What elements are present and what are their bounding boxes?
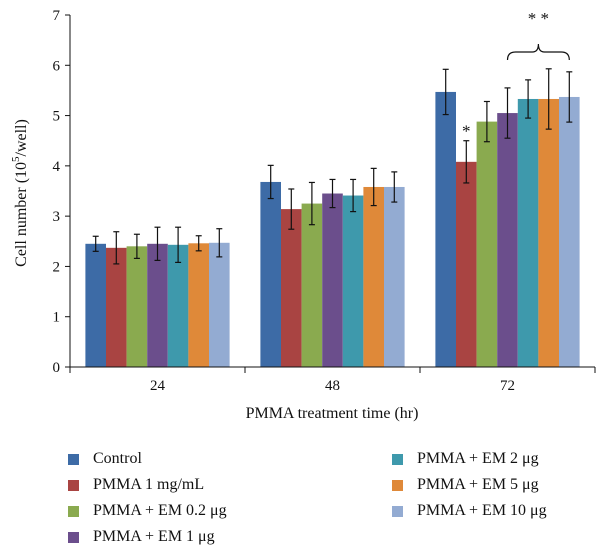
legend-label: PMMA + EM 10 μg <box>417 502 547 519</box>
legend-item-em-1: PMMA + EM 1 μg <box>68 528 215 546</box>
legend-item-pmma-1mg: PMMA 1 mg/mL <box>68 476 204 494</box>
bar <box>260 181 281 367</box>
bar <box>209 242 230 367</box>
y-axis-title: Cell number (105/well) <box>10 119 30 267</box>
y-tick-label: 6 <box>53 58 61 74</box>
x-axis-title: PMMA treatment time (hr) <box>246 405 419 422</box>
legend-label: PMMA + EM 1 μg <box>93 528 215 545</box>
bar <box>476 121 498 367</box>
bar <box>435 91 456 368</box>
y-tick-label: 1 <box>53 310 61 326</box>
y-tick-label: 5 <box>53 109 61 125</box>
y-ticks: 0 1 2 3 4 5 6 7 <box>53 8 70 376</box>
bar <box>384 186 405 367</box>
bar <box>301 203 323 367</box>
y-axis-title-main: Cell number (10 <box>13 162 30 267</box>
legend-label: PMMA + EM 0.2 μg <box>93 502 227 519</box>
x-tick-label: 48 <box>325 378 340 394</box>
bar <box>106 247 127 367</box>
y-tick-label: 7 <box>53 8 61 24</box>
y-axis-title-superscript: 5 <box>10 156 22 162</box>
x-tick-label: 72 <box>500 378 515 394</box>
bar <box>322 193 343 367</box>
legend-swatch <box>392 453 403 465</box>
legend-swatch <box>68 531 79 543</box>
legend-label: PMMA + EM 2 μg <box>417 450 539 467</box>
y-tick-label: 4 <box>53 159 61 175</box>
y-tick-label: 0 <box>53 360 61 376</box>
legend-item-em-0-2: PMMA + EM 0.2 μg <box>68 502 227 520</box>
legend-swatch <box>68 479 79 491</box>
significance-annotations: * * * <box>462 9 570 141</box>
legend-label: Control <box>93 450 142 467</box>
bar <box>281 209 302 367</box>
bar <box>456 161 477 367</box>
legend-item-em-10: PMMA + EM 10 μg <box>392 502 547 520</box>
legend-swatch <box>68 505 79 517</box>
legend-item-em-5: PMMA + EM 5 μg <box>392 476 539 494</box>
y-tick-label: 2 <box>53 259 61 275</box>
x-tick-label: 24 <box>150 378 166 394</box>
legend-item-control: Control <box>68 450 142 468</box>
legend-label: PMMA + EM 5 μg <box>417 476 539 493</box>
x-ticks: 24 48 72 <box>69 367 596 394</box>
legend: Control PMMA 1 mg/mL PMMA + EM 0.2 μg PM… <box>68 448 588 552</box>
significance-marker: * <box>462 122 471 141</box>
legend-swatch <box>392 479 403 491</box>
bar <box>342 195 364 367</box>
bar <box>517 98 539 367</box>
bar <box>85 243 106 367</box>
significance-marker: * * <box>528 9 549 28</box>
bar <box>363 186 384 367</box>
significance-brace <box>506 43 570 61</box>
y-axis-title-tail: /well) <box>13 119 30 156</box>
y-tick-label: 3 <box>53 209 61 225</box>
bar <box>538 98 559 367</box>
bar <box>147 243 168 367</box>
legend-label: PMMA 1 mg/mL <box>93 476 205 493</box>
bar <box>188 243 209 367</box>
bars-layer <box>85 91 580 368</box>
bar-chart: 0 1 2 3 4 5 6 7 24 48 72 * * * PMMA treatment time… <box>10 8 596 422</box>
legend-swatch <box>68 453 79 465</box>
error-bars-layer <box>92 68 573 265</box>
bar <box>497 113 518 367</box>
bar <box>559 96 580 368</box>
legend-swatch <box>392 505 403 517</box>
legend-item-em-2: PMMA + EM 2 μg <box>392 450 539 468</box>
bar <box>126 246 148 367</box>
bar <box>167 244 189 367</box>
